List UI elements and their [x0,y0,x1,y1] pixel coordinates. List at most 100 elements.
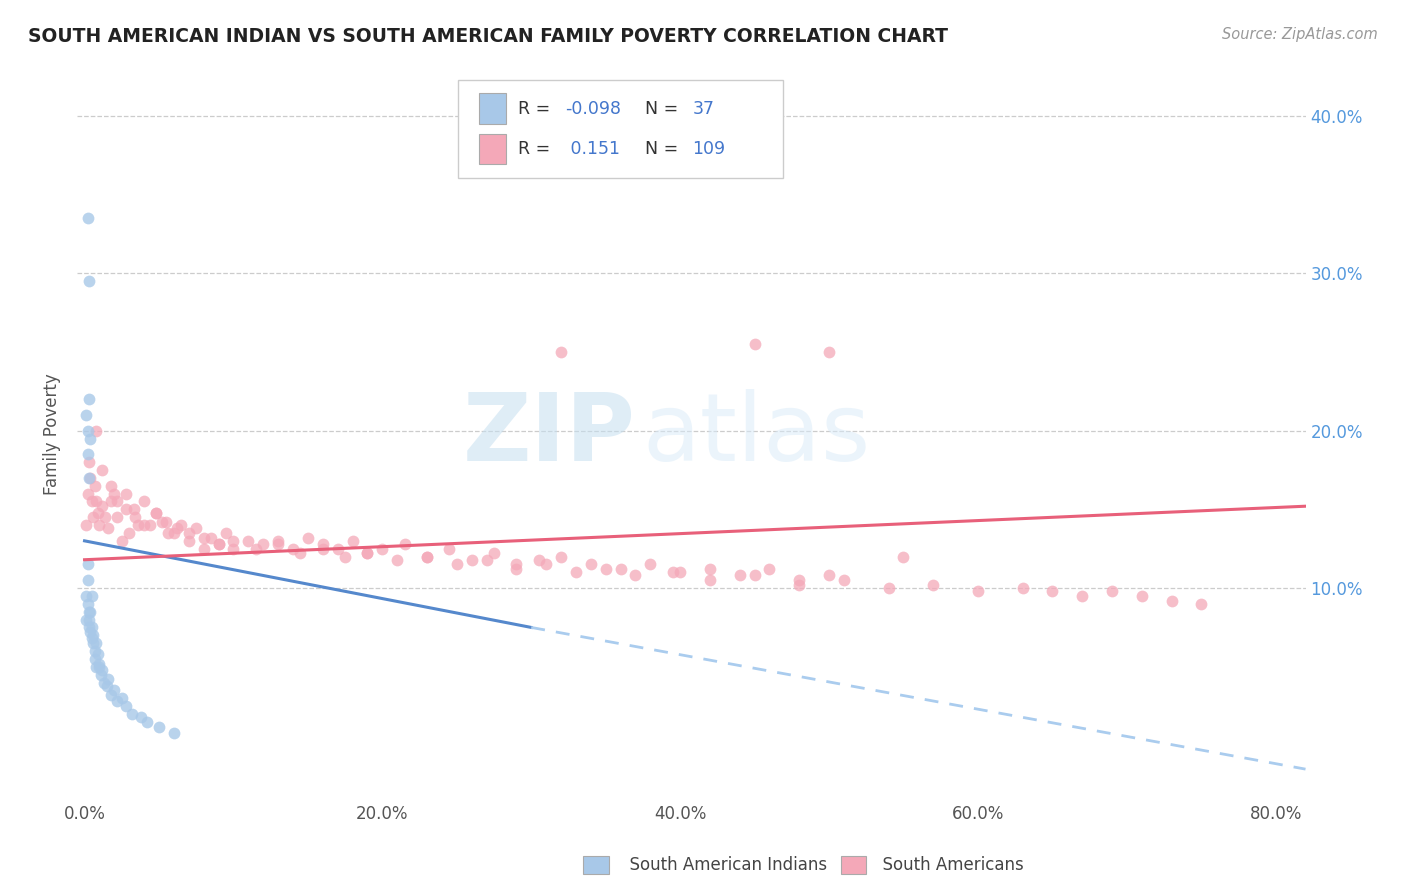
Point [79,625,101,640]
Text: 37: 37 [693,100,714,118]
Point [121,706,143,721]
Point [89,657,111,671]
Point [115,502,138,516]
Point [281,541,304,556]
Point [200,531,222,545]
Point [787,573,810,587]
Point [124,510,146,524]
Point [150,515,173,529]
Point [77,620,100,634]
Text: R =: R = [517,140,550,158]
Point [312,537,335,551]
Point [832,573,855,587]
Point [127,518,149,533]
Point [145,506,167,520]
Point [76,573,98,587]
Point [177,533,200,548]
Point [609,562,631,576]
FancyBboxPatch shape [479,134,506,164]
Point [75,613,97,627]
Y-axis label: Family Poverty: Family Poverty [44,374,60,495]
Point [111,533,134,548]
Point [80,620,103,634]
Point [82,628,104,642]
Point [80,494,103,508]
Point [86,636,108,650]
Point [122,502,145,516]
Point [105,694,128,708]
Point [1160,593,1182,607]
Point [744,568,766,582]
Point [80,632,103,646]
Point [75,589,97,603]
Point [356,546,378,560]
Point [238,533,260,548]
Point [1071,589,1094,603]
Point [155,515,177,529]
Point [87,506,110,520]
Point [595,562,617,576]
Point [84,479,107,493]
FancyBboxPatch shape [479,94,506,124]
Point [297,531,319,545]
Point [91,499,114,513]
Point [290,546,312,560]
Point [91,463,114,477]
Point [661,566,683,580]
Point [76,211,98,225]
Point [728,568,751,582]
FancyBboxPatch shape [458,79,783,178]
Point [87,647,110,661]
Point [787,578,810,592]
Point [76,447,98,461]
Point [1101,584,1123,599]
Point [439,541,461,556]
Point [79,605,101,619]
Point [818,345,841,359]
Text: South Americans: South Americans [872,856,1024,874]
Point [505,558,527,572]
Point [86,660,108,674]
Point [103,486,125,500]
Point [342,533,364,548]
Point [177,525,200,540]
Text: South American Indians: South American Indians [619,856,827,874]
Text: Source: ZipAtlas.com: Source: ZipAtlas.com [1222,27,1378,42]
Point [115,699,138,714]
Point [139,518,162,533]
Point [148,720,170,734]
Point [416,549,439,564]
Point [505,562,527,576]
Point [550,345,572,359]
Point [77,605,100,619]
Point [1130,589,1153,603]
Point [103,683,125,698]
Point [1011,581,1033,595]
Point [207,537,229,551]
Point [82,510,104,524]
Point [267,537,290,551]
Point [186,521,208,535]
Point [163,726,186,740]
Point [475,553,498,567]
Point [77,613,100,627]
Text: atlas: atlas [643,389,870,481]
Point [550,549,572,564]
Point [76,424,98,438]
Point [136,714,159,729]
Point [922,578,945,592]
Point [893,549,915,564]
Point [77,455,100,469]
Point [222,541,245,556]
Point [326,541,349,556]
Point [624,568,647,582]
Text: 0.151: 0.151 [565,140,620,158]
Point [1040,584,1063,599]
Point [267,533,290,548]
Point [699,562,721,576]
Point [387,553,409,567]
Point [105,494,128,508]
Point [79,471,101,485]
Point [76,597,98,611]
Point [89,660,111,674]
